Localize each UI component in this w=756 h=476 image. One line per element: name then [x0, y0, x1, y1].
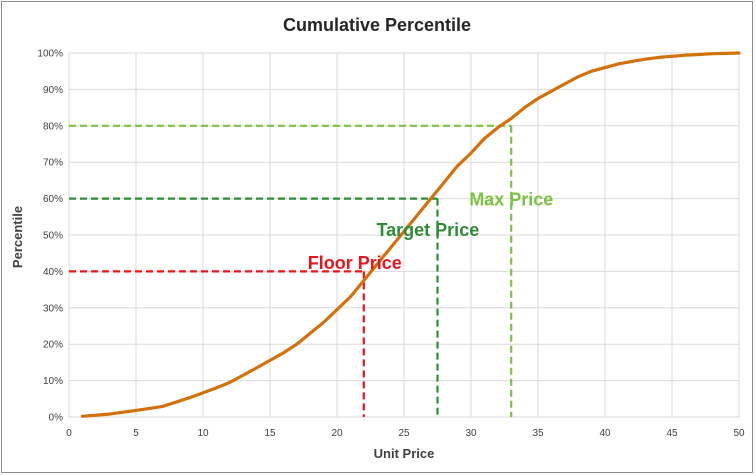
x-tick-label: 20 — [331, 428, 343, 439]
x-tick-label: 25 — [398, 428, 410, 439]
y-tick-label: 80% — [43, 121, 63, 132]
series-group — [80, 51, 741, 418]
guide-lines — [69, 124, 513, 417]
annotation-floor-price: Floor Price — [308, 253, 402, 273]
annotation-target-price: Target Price — [377, 220, 480, 240]
x-tick-label: 45 — [666, 428, 678, 439]
y-tick-label: 30% — [43, 303, 63, 314]
x-tick-label: 0 — [66, 428, 72, 439]
y-axis-title: Percentile — [10, 206, 25, 268]
annotation-labels: Floor Price Target Price Max Price — [308, 189, 553, 273]
y-tick-label: 0% — [49, 413, 64, 424]
y-tick-label: 10% — [43, 376, 63, 387]
x-tick-label: 10 — [197, 428, 209, 439]
y-tick-label: 90% — [43, 85, 63, 96]
x-tick-label: 50 — [733, 428, 745, 439]
tick-labels: 0 5 10 15 20 25 30 35 40 45 50 0% 10% 20% 30% 40% 50% 60%… — [37, 49, 745, 440]
y-tick-label: 20% — [43, 340, 63, 351]
chart-title: Cumulative Percentile — [283, 15, 471, 35]
y-tick-label: 60% — [43, 194, 63, 205]
cumulative-percentile-line — [80, 51, 741, 418]
x-tick-label: 35 — [532, 428, 544, 439]
y-tick-label: 50% — [43, 231, 63, 242]
x-tick-label: 5 — [133, 428, 139, 439]
y-tick-label: 40% — [43, 267, 63, 278]
annotation-max-price: Max Price — [469, 189, 553, 209]
x-tick-label: 15 — [264, 428, 276, 439]
x-tick-label: 40 — [599, 428, 611, 439]
y-tick-label: 100% — [37, 49, 63, 60]
y-tick-label: 70% — [43, 158, 63, 169]
x-tick-label: 30 — [465, 428, 477, 439]
x-axis-title: Unit Price — [374, 446, 435, 461]
